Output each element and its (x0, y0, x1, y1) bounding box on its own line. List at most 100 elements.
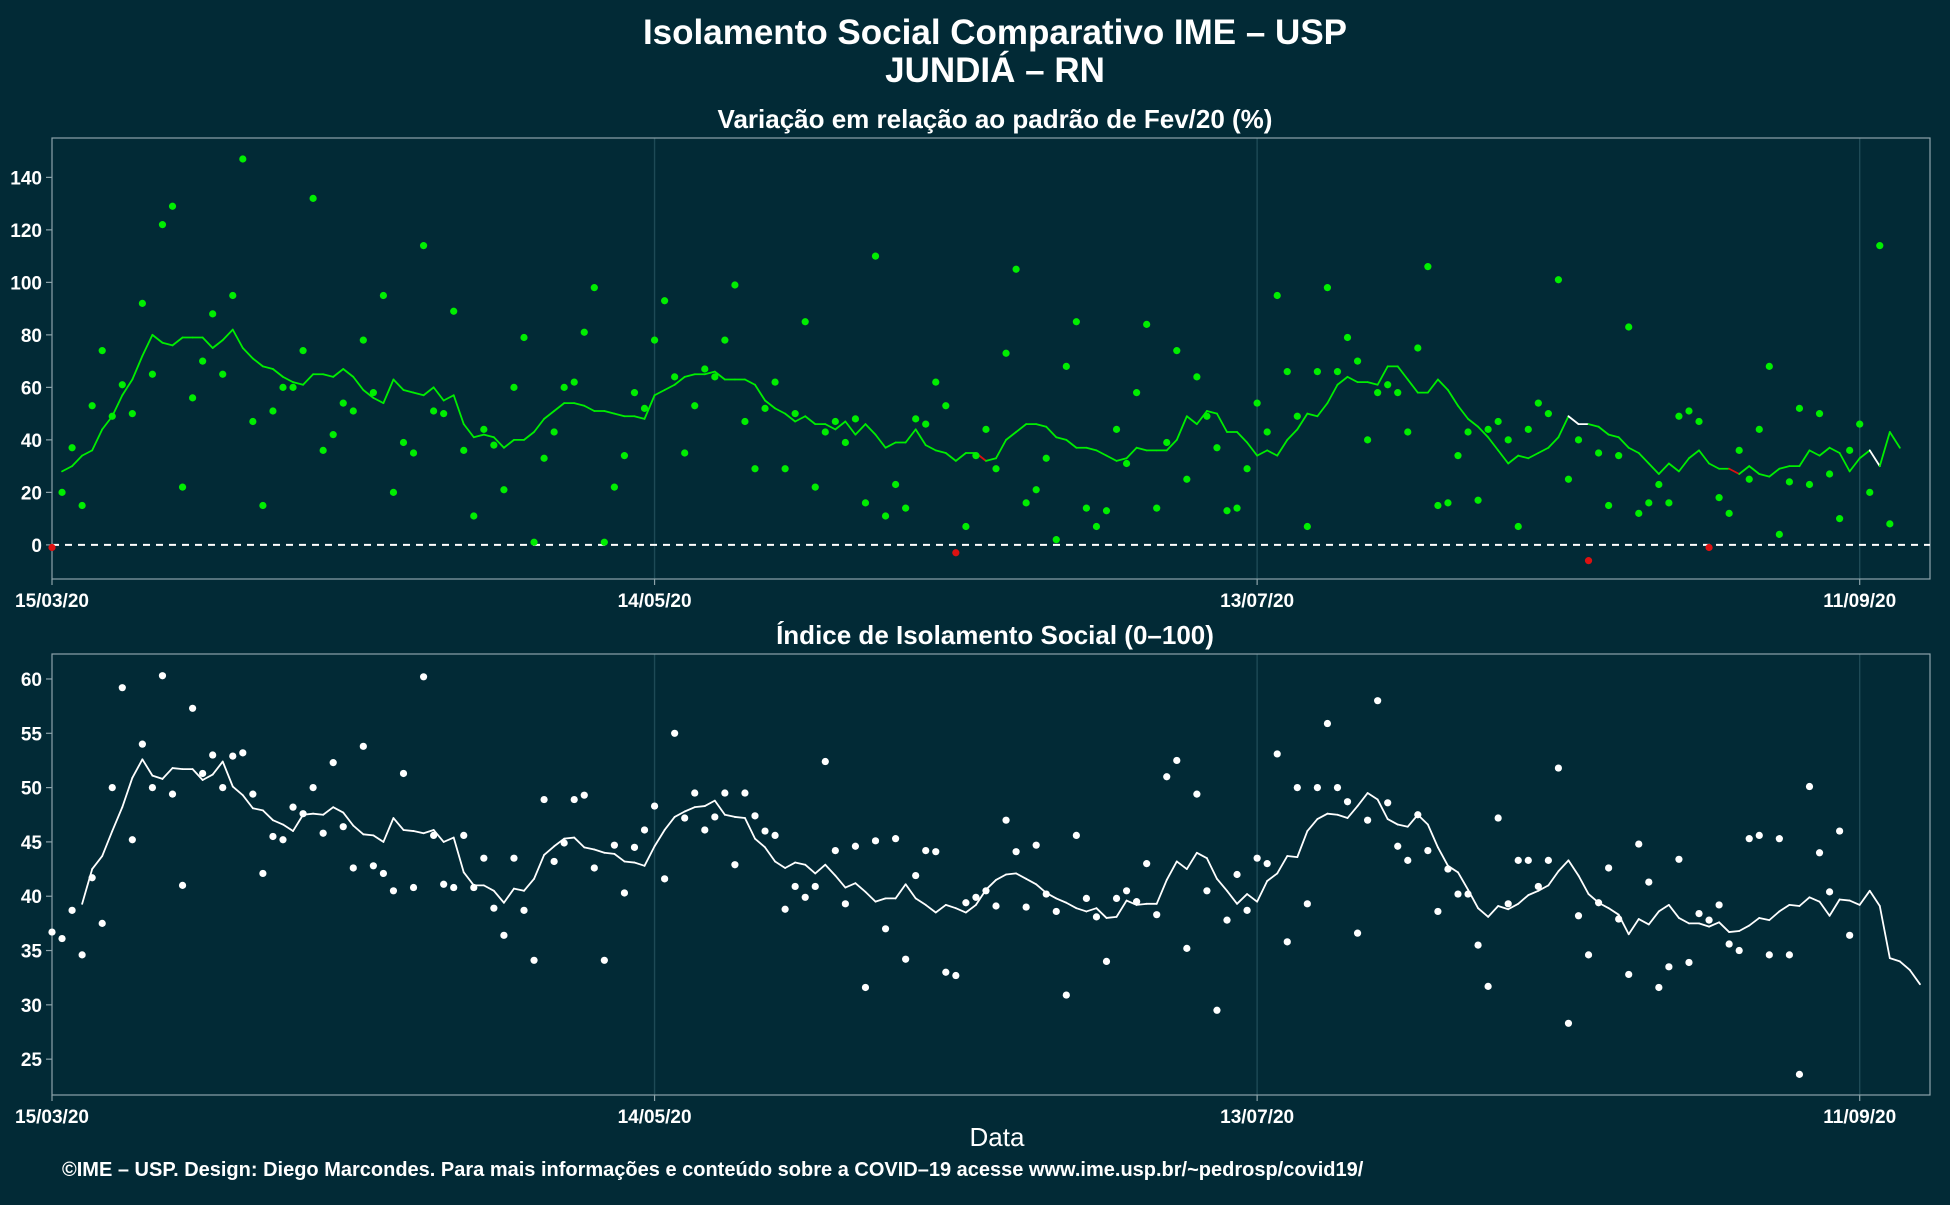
daily-point (1715, 901, 1723, 909)
daily-point (1856, 420, 1864, 428)
daily-point (560, 383, 568, 391)
daily-point (1735, 946, 1743, 955)
moving-average-segment (382, 378, 395, 405)
moving-average-segment (764, 399, 776, 410)
moving-average-segment (824, 423, 837, 431)
daily-point (1876, 242, 1884, 250)
daily-point (1815, 410, 1824, 418)
moving-average-segment (1708, 462, 1721, 470)
daily-point (902, 504, 910, 512)
daily-point (841, 900, 849, 908)
daily-point (369, 862, 377, 870)
daily-point (1002, 816, 1010, 824)
moving-average-segment (1115, 457, 1128, 462)
daily-point (289, 383, 297, 391)
moving-average-segment (1015, 423, 1028, 433)
daily-point (630, 389, 639, 397)
daily-point (339, 823, 347, 831)
daily-point (1263, 860, 1271, 868)
daily-point (1022, 903, 1030, 911)
moving-average-segment (904, 428, 917, 444)
moving-average-segment (121, 776, 134, 809)
daily-point (952, 971, 960, 980)
daily-point (309, 784, 317, 792)
daily-point (399, 769, 408, 778)
moving-average-segment (1537, 884, 1550, 892)
moving-average-segment (1848, 899, 1861, 906)
moving-average-segment (201, 336, 214, 349)
daily-point (982, 425, 990, 433)
daily-point (811, 483, 819, 491)
daily-point (1554, 276, 1563, 284)
moving-average-segment (1858, 449, 1871, 460)
daily-point (1625, 323, 1633, 331)
x-tick-label: 14/05/20 (618, 591, 692, 612)
daily-point (1353, 357, 1362, 365)
daily-point (1504, 436, 1512, 444)
daily-point (118, 684, 126, 692)
daily-point (1313, 368, 1321, 376)
daily-point (118, 381, 126, 389)
daily-point (460, 831, 468, 839)
daily-point (1444, 499, 1452, 507)
daily-point (1494, 814, 1502, 822)
daily-point (861, 499, 870, 507)
daily-point (339, 399, 347, 407)
moving-average-segment (744, 378, 756, 386)
moving-average-segment (1547, 436, 1560, 449)
moving-average-segment (1246, 441, 1259, 457)
daily-point (389, 887, 398, 895)
moving-average-segment (211, 339, 224, 349)
daily-point (1755, 831, 1763, 839)
moving-average-segment (161, 341, 174, 347)
daily-point (1825, 888, 1834, 896)
daily-point (58, 488, 66, 496)
daily-point (68, 906, 76, 914)
daily-point (480, 854, 488, 862)
moving-average-segment (1768, 910, 1781, 922)
moving-average-segment (1195, 851, 1208, 860)
daily-point (620, 889, 629, 897)
daily-point (1544, 410, 1552, 418)
daily-point (1675, 855, 1683, 863)
moving-average-segment (1005, 431, 1018, 441)
moving-average-segment (1035, 423, 1048, 428)
x-tick-label: 15/03/20 (15, 591, 89, 612)
moving-average-segment (844, 882, 857, 889)
moving-average-segment (1075, 907, 1088, 913)
moving-average-segment (1326, 812, 1339, 816)
x-tick-label: 13/07/20 (1220, 591, 1294, 612)
moving-average-segment (583, 404, 596, 412)
moving-average-segment (1497, 905, 1510, 911)
moving-average-segment (1206, 410, 1218, 415)
daily-point (1404, 428, 1412, 436)
moving-average-segment (633, 415, 646, 420)
moving-average-segment (1497, 449, 1510, 465)
moving-average-segment (513, 887, 525, 892)
daily-point (1052, 907, 1060, 916)
moving-average-segment (1286, 428, 1299, 441)
moving-average-segment (261, 365, 274, 370)
moving-average-segment (1115, 899, 1128, 918)
y-tick-label: 25 (21, 1050, 43, 1071)
moving-average-segment (1597, 425, 1610, 436)
moving-average-segment (1768, 467, 1781, 478)
moving-average-segment (784, 412, 797, 423)
moving-average-segment (613, 852, 626, 863)
y-tick-label: 0 (31, 536, 42, 557)
moving-average-segment (372, 834, 385, 843)
moving-average-segment (573, 836, 586, 849)
daily-point (570, 378, 578, 386)
moving-average-segment (774, 407, 787, 415)
daily-point (249, 790, 257, 798)
moving-average-segment (151, 774, 164, 780)
moving-average-segment (1557, 415, 1570, 439)
daily-point (891, 480, 900, 489)
moving-average-segment (954, 452, 967, 462)
daily-point (1615, 452, 1623, 460)
moving-average-segment (503, 887, 515, 904)
daily-point (520, 906, 528, 914)
moving-average-segment (91, 428, 104, 452)
daily-point (1484, 982, 1492, 990)
daily-point (881, 512, 890, 520)
